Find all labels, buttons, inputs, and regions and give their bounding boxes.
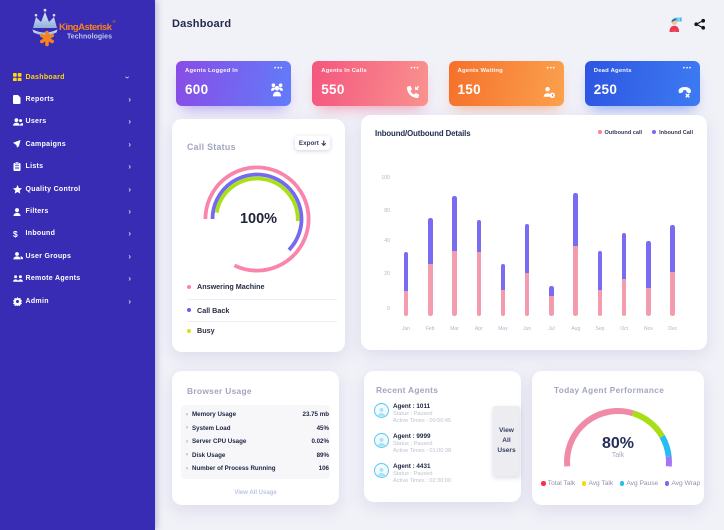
svg-text:Technologies: Technologies <box>67 34 112 41</box>
svg-text:®: ® <box>113 19 116 24</box>
svg-text:KingAsterisk: KingAsterisk <box>59 22 113 33</box>
